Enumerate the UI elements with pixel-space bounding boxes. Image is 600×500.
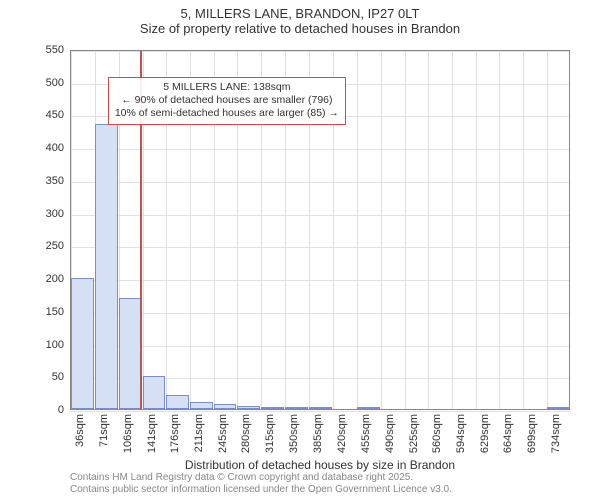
gridline-h [71, 346, 569, 347]
x-tick-label: 211sqm [193, 414, 205, 464]
histogram-bar [166, 395, 189, 409]
histogram-bar [357, 407, 380, 409]
gridline-v [523, 51, 524, 409]
gridline-v [547, 51, 548, 409]
x-tick-label: 490sqm [384, 414, 396, 464]
y-tick-label: 100 [24, 339, 64, 351]
gridline-v [405, 51, 406, 409]
x-tick-label: 141sqm [146, 414, 158, 464]
footer-line1: Contains HM Land Registry data © Crown c… [70, 472, 452, 484]
gridline-h [71, 411, 569, 412]
y-tick-label: 350 [24, 175, 64, 187]
x-tick-label: 560sqm [431, 414, 443, 464]
histogram-bar [190, 402, 212, 409]
x-tick-label: 525sqm [408, 414, 420, 464]
annotation-box: 5 MILLERS LANE: 138sqm← 90% of detached … [108, 77, 346, 124]
annotation-line: 10% of semi-detached houses are larger (… [115, 107, 339, 120]
x-tick-label: 280sqm [240, 414, 252, 464]
x-tick-label: 420sqm [336, 414, 348, 464]
gridline-h [71, 313, 569, 314]
gridline-v [357, 51, 358, 409]
title-subtitle: Size of property relative to detached ho… [0, 21, 600, 36]
y-tick-label: 0 [24, 404, 64, 416]
chart-area: Number of detached properties 5 MILLERS … [70, 50, 570, 410]
gridline-v [499, 51, 500, 409]
annotation-line: 5 MILLERS LANE: 138sqm [115, 81, 339, 94]
y-tick-label: 400 [24, 142, 64, 154]
footer-line2: Contains public sector information licen… [70, 484, 452, 496]
chart-title-block: 5, MILLERS LANE, BRANDON, IP27 0LT Size … [0, 0, 600, 36]
y-tick-label: 450 [24, 109, 64, 121]
gridline-v [381, 51, 382, 409]
x-tick-label: 629sqm [479, 414, 491, 464]
y-tick-label: 50 [24, 371, 64, 383]
gridline-v [452, 51, 453, 409]
histogram-bar [119, 298, 142, 409]
x-tick-label: 245sqm [217, 414, 229, 464]
histogram-bar [237, 406, 260, 409]
histogram-bar [143, 376, 166, 409]
x-tick-label: 664sqm [502, 414, 514, 464]
histogram-bar [214, 404, 237, 409]
gridline-h [71, 247, 569, 248]
gridline-h [71, 215, 569, 216]
gridline-h [71, 149, 569, 150]
histogram-bar [95, 124, 118, 409]
footer-attribution: Contains HM Land Registry data © Crown c… [70, 472, 452, 496]
gridline-v [428, 51, 429, 409]
x-tick-label: 699sqm [526, 414, 538, 464]
x-tick-label: 455sqm [360, 414, 372, 464]
histogram-bar [285, 407, 308, 409]
histogram-bar [309, 407, 332, 409]
annotation-line: ← 90% of detached houses are smaller (79… [115, 94, 339, 107]
gridline-v [476, 51, 477, 409]
histogram-bar [71, 278, 94, 409]
histogram-bar [261, 407, 284, 409]
gridline-h [71, 280, 569, 281]
plot-region: 5 MILLERS LANE: 138sqm← 90% of detached … [70, 50, 570, 410]
gridline-h [71, 182, 569, 183]
x-tick-label: 176sqm [169, 414, 181, 464]
y-tick-label: 150 [24, 306, 64, 318]
x-tick-label: 594sqm [455, 414, 467, 464]
y-tick-label: 300 [24, 208, 64, 220]
y-tick-label: 500 [24, 77, 64, 89]
histogram-bar [547, 407, 570, 409]
x-tick-label: 315sqm [264, 414, 276, 464]
x-tick-label: 36sqm [74, 414, 86, 464]
y-tick-label: 550 [24, 44, 64, 56]
x-tick-label: 106sqm [122, 414, 134, 464]
x-tick-label: 350sqm [288, 414, 300, 464]
title-address: 5, MILLERS LANE, BRANDON, IP27 0LT [0, 6, 600, 21]
y-tick-label: 250 [24, 240, 64, 252]
gridline-h [71, 51, 569, 52]
x-tick-label: 385sqm [312, 414, 324, 464]
x-tick-label: 734sqm [550, 414, 562, 464]
y-tick-label: 200 [24, 273, 64, 285]
x-tick-label: 71sqm [98, 414, 110, 464]
